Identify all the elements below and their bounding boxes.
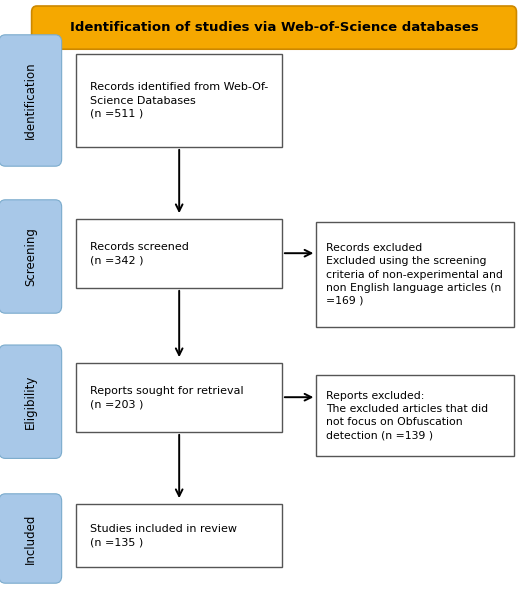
Text: Records excluded
Excluded using the screening
criteria of non-experimental and
n: Records excluded Excluded using the scre… — [326, 243, 503, 306]
Text: Included: Included — [24, 514, 37, 563]
FancyBboxPatch shape — [316, 222, 514, 327]
Text: Records screened
(n =342 ): Records screened (n =342 ) — [90, 242, 189, 265]
FancyBboxPatch shape — [76, 219, 282, 288]
Text: Studies included in review
(n =135 ): Studies included in review (n =135 ) — [90, 524, 237, 547]
FancyBboxPatch shape — [0, 200, 62, 313]
FancyBboxPatch shape — [316, 375, 514, 456]
Text: Screening: Screening — [24, 227, 37, 286]
Text: Identification of studies via Web-of-Science databases: Identification of studies via Web-of-Sci… — [70, 21, 479, 34]
FancyBboxPatch shape — [32, 6, 516, 49]
Text: Reports sought for retrieval
(n =203 ): Reports sought for retrieval (n =203 ) — [90, 386, 243, 409]
FancyBboxPatch shape — [76, 54, 282, 147]
FancyBboxPatch shape — [0, 494, 62, 583]
FancyBboxPatch shape — [76, 504, 282, 567]
Text: Records identified from Web-Of-
Science Databases
(n =511 ): Records identified from Web-Of- Science … — [90, 82, 268, 119]
Text: Identification: Identification — [24, 62, 37, 139]
FancyBboxPatch shape — [0, 345, 62, 458]
FancyBboxPatch shape — [0, 35, 62, 166]
FancyBboxPatch shape — [76, 363, 282, 432]
Text: Eligibility: Eligibility — [24, 374, 37, 429]
Text: Reports excluded:
The excluded articles that did
not focus on Obfuscation
detect: Reports excluded: The excluded articles … — [326, 391, 488, 440]
